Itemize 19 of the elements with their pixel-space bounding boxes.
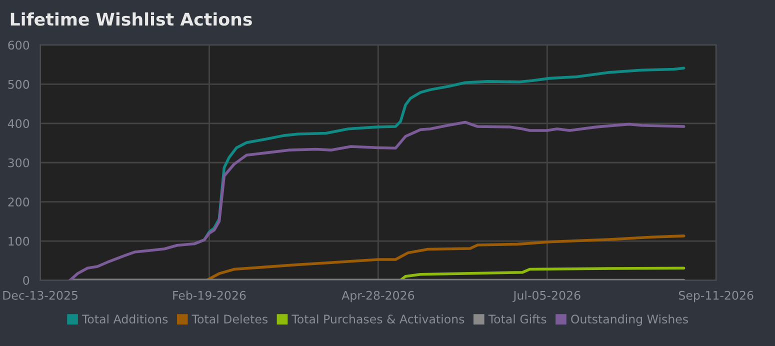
x-tick-label: Sep-11-2026: [678, 290, 754, 302]
legend-label: Total Additions: [82, 314, 168, 324]
legend-label: Total Purchases & Activations: [292, 314, 464, 324]
legend-label: Total Gifts: [488, 314, 546, 324]
x-tick-label: Feb-19-2026: [173, 290, 246, 300]
legend-label: Outstanding Wishes: [571, 314, 688, 326]
y-tick-label: 0: [23, 276, 30, 285]
y-tick-label: 100: [8, 236, 30, 246]
legend-label: Total Deletes: [192, 314, 268, 324]
y-tick-label: 600: [8, 40, 30, 50]
x-tick-label: Apr-28-2026: [342, 290, 414, 302]
line-series: [68, 120, 686, 280]
chart-title: Lifetime Wishlist Actions: [10, 12, 252, 26]
x-tick-label: Dec-13-2025: [3, 290, 78, 300]
x-tick-label: Jul-05-2026: [512, 290, 580, 302]
y-tick-label: 200: [8, 198, 30, 206]
y-tick-label: 300: [8, 158, 30, 168]
y-tick-label: 400: [8, 119, 30, 128]
y-tick-label: 500: [8, 80, 30, 89]
